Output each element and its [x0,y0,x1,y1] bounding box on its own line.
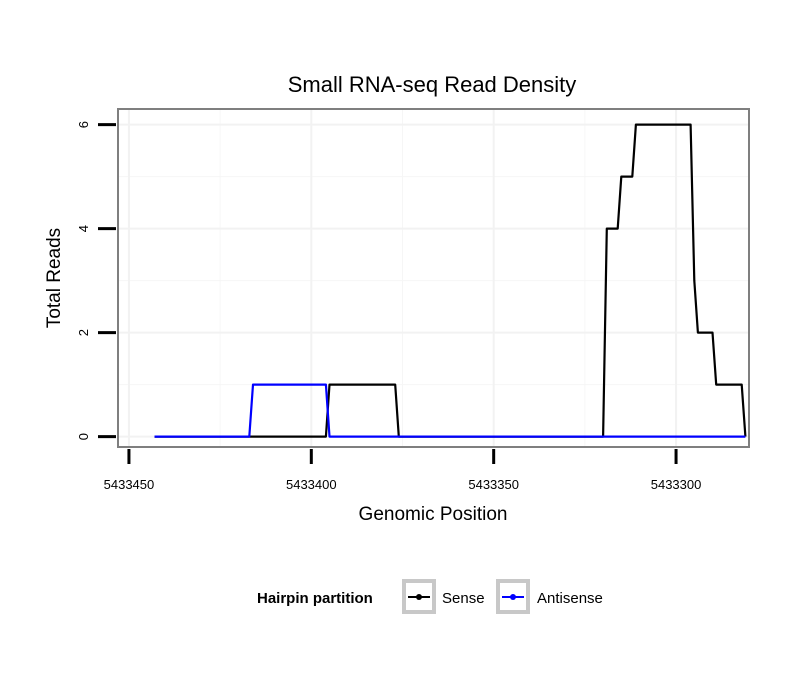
legend-point-sense [416,594,422,600]
legend-item-antisense: Antisense [496,579,603,614]
legend-point-antisense [510,594,516,600]
legend: Hairpin partition Sense Antisense [257,579,603,614]
x-tick-label-1: 5433400 [286,477,337,492]
x-axis: 5433450 5433400 5433350 5433300 [104,449,702,492]
x-axis-label: Genomic Position [359,504,508,525]
y-axis-label: Total Reads [44,228,65,328]
y-tick-label-3: 6 [76,121,91,128]
y-tick-label-2: 4 [76,225,91,232]
x-tick-label-0: 5433450 [104,477,155,492]
grid-minor [118,109,749,447]
plot-border [117,108,750,448]
y-tick-label-1: 2 [76,329,91,336]
x-tick-label-3: 5433300 [651,477,702,492]
plot-background [118,109,749,447]
legend-item-sense: Sense [402,579,485,614]
chart-title: Small RNA-seq Read Density [288,72,577,97]
plot-panel [117,108,750,448]
legend-title: Hairpin partition [257,590,373,607]
series-line-sense [154,123,747,438]
legend-label-antisense: Antisense [537,590,603,607]
legend-label-sense: Sense [442,590,485,607]
series-line-antisense [154,383,746,438]
series-layer [154,123,747,438]
x-tick-label-2: 5433350 [468,477,519,492]
y-tick-label-0: 0 [76,433,91,440]
y-axis: 0 2 4 6 [76,121,116,440]
